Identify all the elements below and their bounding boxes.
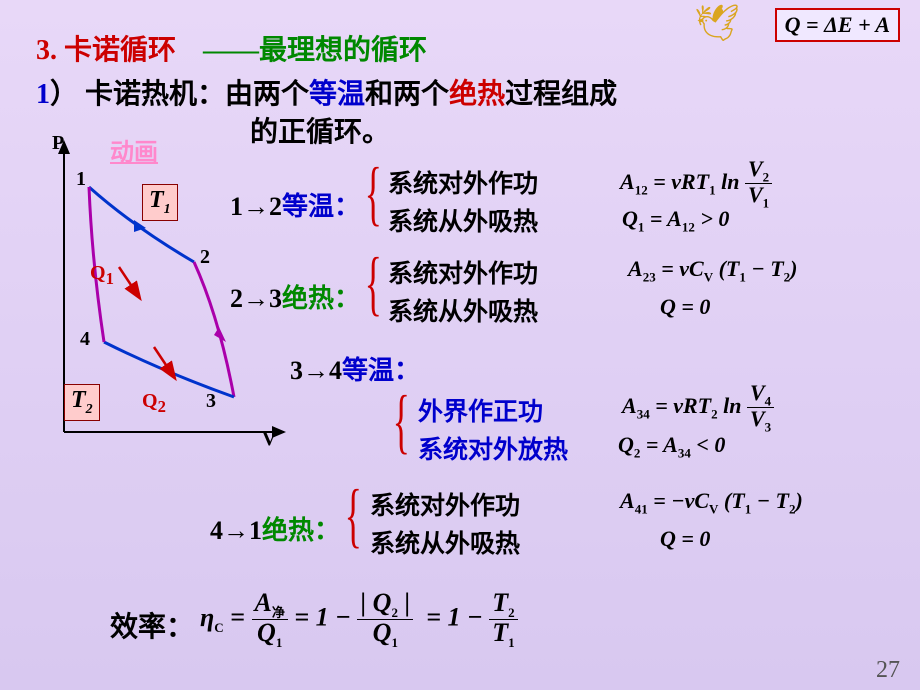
point-4: 4	[80, 328, 90, 351]
proc-34-arrow: 3→4	[290, 356, 342, 385]
axis-label-v: V	[262, 428, 276, 451]
efficiency-label: 效率：	[110, 605, 194, 645]
heading-sub: 最理想的循环	[259, 35, 427, 66]
label-q1: Q1	[90, 262, 114, 289]
intro-c: 过程组成	[505, 79, 617, 110]
label-q2: Q2	[142, 390, 166, 417]
intro-iso: 等温	[309, 79, 365, 110]
proc-12-label: 1→2等温：	[230, 186, 360, 223]
proc-23-heat: 系统从外吸热	[388, 292, 538, 328]
top-formula: Q = ΔE + A	[775, 8, 900, 42]
proc-41-colon: ：	[314, 516, 340, 545]
proc-23-work: 系统对外作功	[388, 254, 538, 290]
proc-12-heat: 系统从外吸热	[388, 202, 538, 238]
axis-label-p: P	[52, 132, 64, 155]
heading-num: 3.	[36, 35, 57, 66]
proc-23-work-formula: A23 = νCV (T1 − T2)	[628, 256, 797, 285]
proc-23-label: 2→3绝热：	[230, 278, 360, 315]
heading: 3. 卡诺循环 ——最理想的循环	[36, 28, 427, 68]
proc-23-colon: ：	[334, 284, 360, 313]
proc-12-arrow: 1→2	[230, 192, 282, 221]
proc-34-heat: 系统对外放热	[418, 430, 568, 466]
intro-line-1: 1） 卡诺热机：由两个等温和两个绝热过程组成	[36, 72, 617, 112]
brace-icon: {	[393, 396, 410, 446]
proc-34-work-formula: A34 = νRT2 ln V4V3	[622, 382, 774, 434]
efficiency-formula: ηC = A净Q1 = 1 − | Q2 |Q1 = 1 − T2T1	[200, 590, 518, 649]
proc-41-work: 系统对外作功	[370, 486, 520, 522]
label-t2: T2	[64, 384, 100, 421]
page-number: 27	[876, 657, 900, 684]
proc-12-heat-formula: Q1 = A12 > 0	[622, 206, 729, 235]
proc-41-work-formula: A41 = −νCV (T1 − T2)	[620, 488, 803, 517]
proc-41-heat: 系统从外吸热	[370, 524, 520, 560]
brace-icon: {	[365, 258, 382, 308]
intro-paren: ）	[50, 79, 78, 110]
point-1: 1	[76, 168, 86, 191]
proc-12-work: 系统对外作功	[388, 164, 538, 200]
proc-12-work-formula: A12 = νRT1 ln V2V1	[620, 158, 772, 210]
heading-title: 卡诺循环	[64, 35, 176, 66]
proc-23-heat-formula: Q = 0	[660, 294, 710, 320]
label-t1: T1	[142, 184, 178, 221]
proc-41-type: 绝热	[262, 516, 314, 545]
proc-34-work: 外界作正功	[418, 392, 543, 428]
intro-num: 1	[36, 79, 50, 110]
point-3: 3	[206, 390, 216, 413]
proc-34-type: 等温	[342, 356, 394, 385]
proc-41-label: 4→1绝热：	[210, 510, 340, 547]
intro-a: 卡诺热机：由两个	[85, 79, 309, 110]
proc-41-heat-formula: Q = 0	[660, 526, 710, 552]
proc-41-arrow: 4→1	[210, 516, 262, 545]
heading-dash: ——	[203, 35, 259, 66]
proc-23-type: 绝热	[282, 284, 334, 313]
bird-icon: 🕊	[694, 2, 740, 44]
proc-12-colon: ：	[334, 192, 360, 221]
proc-23-arrow: 2→3	[230, 284, 282, 313]
intro-adiab: 绝热	[449, 79, 505, 110]
intro-b: 和两个	[365, 79, 449, 110]
brace-icon: {	[345, 490, 362, 540]
proc-12-type: 等温	[282, 192, 334, 221]
brace-icon: {	[365, 168, 382, 218]
point-2: 2	[200, 246, 210, 269]
proc-34-heat-formula: Q2 = A34 < 0	[618, 432, 725, 461]
